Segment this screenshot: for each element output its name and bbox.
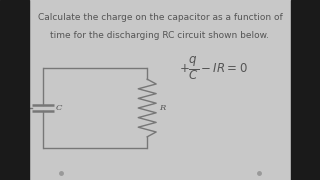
Text: time for the discharging RC circuit shown below.: time for the discharging RC circuit show… xyxy=(51,31,269,40)
Bar xyxy=(291,0,320,180)
Text: Calculate the charge on the capacitor as a function of: Calculate the charge on the capacitor as… xyxy=(38,13,282,22)
Bar xyxy=(0,0,29,180)
Text: R: R xyxy=(159,104,166,112)
Text: C: C xyxy=(56,104,62,112)
Text: $+\dfrac{q}{C} - IR = 0$: $+\dfrac{q}{C} - IR = 0$ xyxy=(179,55,248,82)
